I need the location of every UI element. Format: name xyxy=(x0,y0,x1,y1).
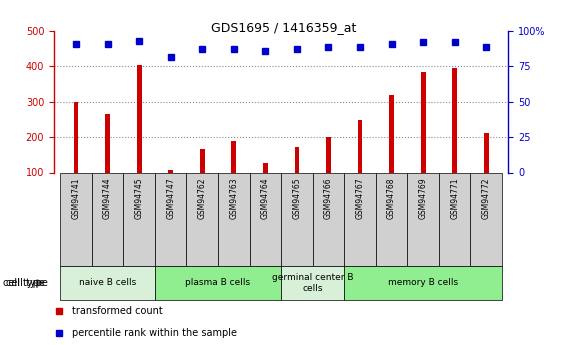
Bar xyxy=(249,172,281,266)
Bar xyxy=(123,172,155,266)
Text: GSM94763: GSM94763 xyxy=(229,177,239,219)
Bar xyxy=(155,266,281,300)
Text: cell type: cell type xyxy=(3,278,45,288)
Text: GSM94762: GSM94762 xyxy=(198,177,207,219)
Bar xyxy=(484,133,488,172)
Bar xyxy=(452,68,457,172)
Bar xyxy=(60,266,155,300)
Text: GSM94747: GSM94747 xyxy=(166,177,175,219)
Bar xyxy=(439,172,470,266)
Text: GDS1695 / 1416359_at: GDS1695 / 1416359_at xyxy=(211,21,357,34)
Bar xyxy=(92,172,123,266)
Bar xyxy=(344,172,376,266)
Text: germinal center B
cells: germinal center B cells xyxy=(272,273,353,293)
Text: GSM94769: GSM94769 xyxy=(419,177,428,219)
Bar xyxy=(407,172,439,266)
Bar xyxy=(470,172,502,266)
Text: GSM94766: GSM94766 xyxy=(324,177,333,219)
Text: GSM94771: GSM94771 xyxy=(450,177,459,219)
Text: GSM94741: GSM94741 xyxy=(72,177,81,219)
Bar xyxy=(389,96,394,172)
Text: GSM94768: GSM94768 xyxy=(387,177,396,219)
Bar xyxy=(105,114,110,172)
Bar xyxy=(295,147,299,172)
Bar xyxy=(74,102,78,172)
Bar xyxy=(155,172,186,266)
Text: naive B cells: naive B cells xyxy=(79,278,136,287)
Text: memory B cells: memory B cells xyxy=(388,278,458,287)
Text: transformed count: transformed count xyxy=(72,306,163,315)
Text: percentile rank within the sample: percentile rank within the sample xyxy=(72,328,237,338)
Text: GSM94772: GSM94772 xyxy=(482,177,491,219)
Text: GSM94767: GSM94767 xyxy=(356,177,365,219)
Bar xyxy=(281,266,344,300)
Bar xyxy=(232,141,236,172)
Bar xyxy=(60,172,92,266)
Bar xyxy=(344,266,502,300)
Text: GSM94764: GSM94764 xyxy=(261,177,270,219)
Bar xyxy=(421,72,425,172)
Bar xyxy=(281,172,313,266)
Bar xyxy=(218,172,249,266)
Text: plasma B cells: plasma B cells xyxy=(186,278,250,287)
Bar xyxy=(200,149,204,172)
Text: GSM94744: GSM94744 xyxy=(103,177,112,219)
Text: GSM94745: GSM94745 xyxy=(135,177,144,219)
Bar xyxy=(186,172,218,266)
Bar xyxy=(168,170,173,172)
Bar xyxy=(137,65,141,172)
Text: cell type: cell type xyxy=(6,278,48,288)
Bar xyxy=(376,172,407,266)
Bar xyxy=(358,120,362,172)
Bar xyxy=(326,137,331,172)
Text: GSM94765: GSM94765 xyxy=(293,177,302,219)
Bar xyxy=(313,172,344,266)
Bar xyxy=(263,162,268,172)
